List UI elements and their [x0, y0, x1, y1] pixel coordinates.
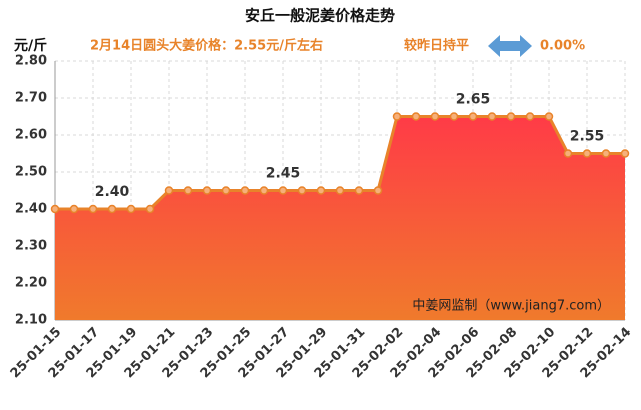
y-axis-label: 元/斤: [14, 37, 47, 54]
marker: [544, 112, 554, 121]
marker: [354, 186, 364, 195]
area: [55, 116, 625, 320]
marker: [202, 186, 212, 195]
marker: [145, 204, 155, 214]
y-tick-label: 2.60: [15, 128, 47, 143]
marker: [506, 112, 516, 121]
y-tick-label: 2.50: [15, 165, 47, 180]
y-tick-label: 2.80: [15, 54, 47, 69]
watermark: 中姜网监制（www.jiang7.com）: [412, 299, 610, 314]
marker: [411, 112, 421, 121]
y-tick-label: 2.70: [15, 91, 47, 106]
marker: [297, 186, 307, 195]
marker: [563, 149, 573, 158]
y-tick-label: 2.40: [15, 202, 47, 217]
marker: [221, 186, 231, 195]
marker: [582, 149, 592, 158]
marker: [468, 112, 478, 121]
y-tick-label: 2.20: [15, 276, 47, 291]
marker: [392, 112, 402, 121]
marker: [240, 186, 250, 195]
marker: [164, 186, 174, 195]
value-label: 2.40: [95, 184, 130, 200]
marker: [487, 112, 497, 121]
subtitle: 2月14日圆头大姜价格：2.55元/斤左右: [90, 38, 323, 54]
marker: [601, 149, 611, 158]
marker: [525, 112, 535, 121]
marker: [620, 149, 630, 158]
y-tick-label: 2.30: [15, 239, 47, 254]
value-label: 2.55: [570, 129, 605, 145]
change-label: 较昨日持平: [404, 38, 469, 54]
marker: [183, 186, 193, 195]
marker: [126, 204, 136, 214]
marker: [373, 186, 383, 195]
chart-title: 安丘一般泥姜价格走势: [245, 7, 395, 25]
marker: [88, 204, 98, 214]
marker: [335, 186, 345, 195]
value-label: 2.45: [266, 166, 301, 182]
marker: [69, 204, 79, 214]
y-tick-label: 2.10: [15, 313, 47, 328]
value-label: 2.65: [456, 92, 491, 108]
change-value: 0.00%: [540, 39, 585, 54]
marker: [259, 186, 269, 195]
marker: [449, 112, 459, 121]
marker: [278, 186, 288, 195]
marker: [50, 204, 60, 214]
marker: [107, 204, 117, 214]
marker: [430, 112, 440, 121]
marker: [316, 186, 326, 195]
arrow-icon: [488, 35, 532, 57]
